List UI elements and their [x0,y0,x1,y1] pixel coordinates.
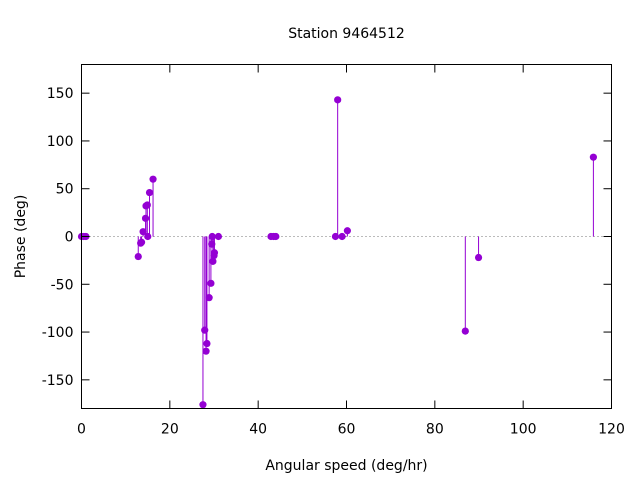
x-tick-label: 60 [338,422,356,438]
data-point [589,153,597,161]
data-point [474,253,483,262]
data-point [137,238,146,246]
data-points [77,96,597,409]
data-point [208,232,216,241]
data-point [343,227,351,235]
y-tick-label: -100 [42,325,74,341]
x-tick-label: 20 [161,422,179,438]
y-axis-label: Phase (deg) [13,195,29,279]
data-point [210,249,219,257]
data-point [208,240,216,248]
data-point [141,214,150,222]
data-point [149,175,157,183]
data-point [209,257,217,265]
data-point [207,279,215,287]
data-point [134,252,142,261]
y-tick-label: -150 [42,373,74,389]
data-point [205,294,213,302]
y-tick-label: -50 [51,277,74,293]
data-point [144,232,152,241]
x-axis-label: Angular speed (deg/hr) [265,458,427,474]
data-point [272,232,280,241]
x-tick-label: 40 [249,422,267,438]
x-tick-label: 80 [426,422,444,438]
data-point [334,96,342,104]
data-point [201,326,209,334]
data-point [145,188,154,197]
x-tick-label: 0 [77,422,86,438]
data-point [199,401,207,409]
y-tick-label: 100 [47,134,74,150]
x-tick-label: 120 [598,422,625,438]
y-tick-label: 50 [56,182,74,198]
data-point [139,228,147,236]
impulse-stems [137,99,594,405]
data-point [331,232,340,241]
y-axis: -150 -100 -50 0 50 100 150 [42,86,612,389]
data-point [143,201,151,209]
data-point [203,339,211,348]
y-tick-label: 150 [47,86,74,102]
y-tick-label: 0 [65,230,74,246]
data-point [461,327,469,335]
x-tick-label: 100 [510,422,537,438]
data-point [338,232,346,241]
data-point [214,232,223,241]
data-point [202,347,210,355]
x-axis: 0 20 40 60 80 100 120 [77,64,625,438]
chart-title: Station 9464512 [288,26,405,42]
